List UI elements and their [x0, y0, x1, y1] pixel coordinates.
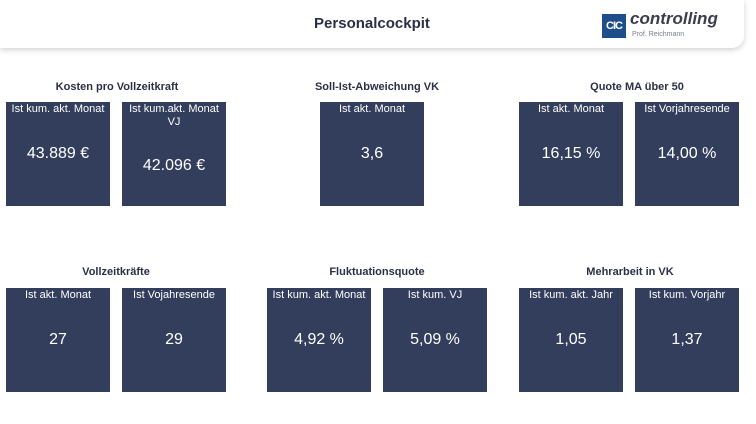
logo-subtitle: Prof. Reichmann [632, 31, 685, 38]
kpi-label: Ist akt. Monat [24, 289, 92, 301]
kpi-label: Ist kum. akt. Monat [11, 103, 105, 115]
kpi-label: Ist kum.akt. Monat VJ [129, 103, 219, 128]
group-title-quote-ma: Quote MA über 50 [590, 81, 684, 93]
kpi-label: Ist akt. Monat [338, 103, 406, 115]
kpi-tile-kosten-ist[interactable]: Ist kum. akt. Monat 43.889 € [6, 102, 110, 206]
kpi-value: 1,05 [555, 331, 587, 348]
kpi-label: Ist kum. akt. Monat [272, 289, 366, 301]
group-title-soll-ist: Soll-Ist-Abweichung VK [314, 81, 440, 93]
kpi-value: 4,92 % [294, 331, 344, 348]
group-title-mehrarbeit: Mehrarbeit in VK [586, 266, 674, 278]
kpi-tile-quote-vj[interactable]: Ist Vorjahresende 14,00 % [635, 102, 739, 206]
kpi-value: 43.889 € [26, 145, 90, 162]
kpi-tile-mehrarbeit-vj[interactable]: Ist kum. Vorjahr 1,37 [635, 288, 739, 392]
kpi-value: 29 [165, 331, 183, 348]
kpi-tile-kosten-vj[interactable]: Ist kum.akt. Monat VJ 42.096 € [122, 102, 226, 206]
kpi-value: 16,15 % [541, 145, 601, 162]
kpi-tile-vollzeit-vj[interactable]: Ist Vojahresende 29 [122, 288, 226, 392]
header-bar: Personalcockpit CIC controlling Prof. Re… [0, 0, 744, 48]
kpi-label: Ist kum. Vorjahr [648, 289, 726, 301]
kpi-value: 14,00 % [657, 145, 717, 162]
kpi-value: 42.096 € [142, 157, 206, 175]
kpi-label: Ist kum. VJ [407, 289, 463, 301]
group-title-vollzeit: Vollzeitkräfte [82, 266, 150, 278]
kpi-tile-vollzeit-ist[interactable]: Ist akt. Monat 27 [6, 288, 110, 392]
kpi-label: Ist akt. Monat [537, 103, 605, 115]
kpi-tile-quote-ist[interactable]: Ist akt. Monat 16,15 % [519, 102, 623, 206]
logo-mark: CIC [602, 14, 626, 38]
kpi-value: 5,09 % [410, 331, 460, 348]
kpi-tile-fluktuation-vj[interactable]: Ist kum. VJ 5,09 % [383, 288, 487, 392]
kpi-tile-soll-ist[interactable]: Ist akt. Monat 3,6 [320, 102, 424, 206]
group-title-kosten: Kosten pro Vollzeitkraft [55, 81, 179, 93]
group-title-fluktuation: Fluktuationsquote [329, 266, 425, 278]
kpi-label: Ist Vorjahresende [644, 103, 730, 115]
kpi-value: 27 [49, 331, 67, 348]
kpi-tile-mehrarbeit-ist[interactable]: Ist kum. akt. Jahr 1,05 [519, 288, 623, 392]
kpi-value: 1,37 [671, 331, 703, 348]
kpi-value: 3,6 [360, 145, 384, 162]
kpi-tile-fluktuation-ist[interactable]: Ist kum. akt. Monat 4,92 % [267, 288, 371, 392]
page-title: Personalcockpit [314, 15, 430, 32]
kpi-label: Ist Vojahresende [133, 289, 215, 301]
logo-wordmark: controlling [630, 9, 718, 28]
kpi-label: Ist kum. akt. Jahr [529, 289, 613, 301]
